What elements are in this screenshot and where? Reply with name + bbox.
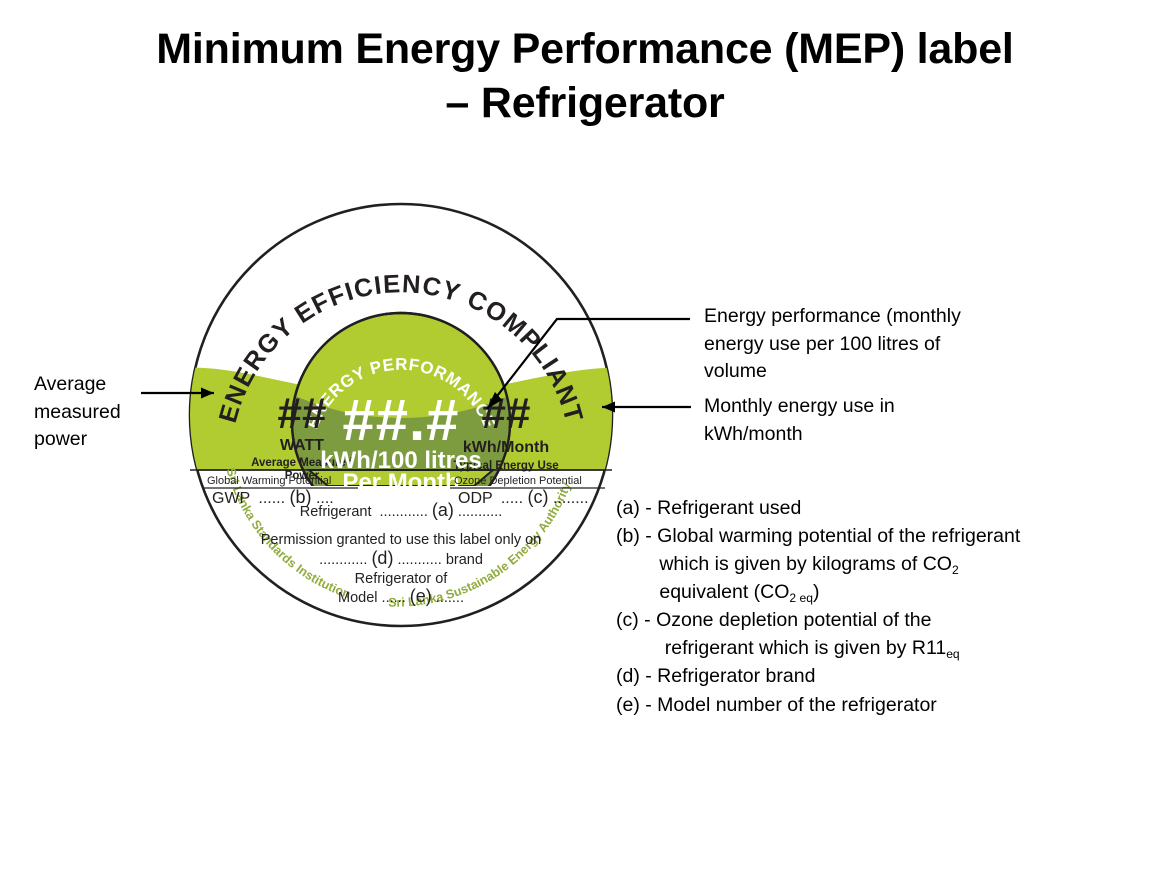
odp-caption: Ozone Depletion Potential	[454, 475, 582, 487]
odp-leader-before: .....	[501, 490, 523, 507]
center-value: ##.#	[343, 388, 460, 453]
mep-label-graphic: ENERGY EFFICIENCY COMPLIANT ENERGY PERFO…	[188, 202, 614, 628]
permission-line-3: Refrigerator of	[355, 571, 449, 587]
model-leader-before: ......	[382, 590, 406, 606]
odp-label: ODP	[458, 490, 492, 507]
legend-item-c-line-2: refrigerant which is given by R11eq	[616, 634, 1126, 662]
permission-line-1: Permission granted to use this label onl…	[261, 532, 542, 548]
permission-brand-suffix: brand	[446, 552, 483, 568]
right-panel-value: ##	[482, 389, 531, 438]
legend-item-b-line-3: equivalent (CO2 eq)	[616, 578, 1126, 606]
left-panel-unit: WATT	[280, 437, 324, 454]
model-label: Model	[338, 590, 378, 606]
legend-b2-text: which is given by kilograms of CO	[616, 553, 952, 576]
gwp-leader-after: ....	[316, 490, 334, 507]
permission-line-2: ............ (d) ........... brand	[319, 548, 483, 568]
refrigerant-leader-before: ............	[380, 504, 428, 520]
page-title-line-2: – Refrigerator	[445, 79, 725, 128]
gwp-caption: Global Warming Potential	[207, 475, 331, 487]
legend-item-b-line-2: which is given by kilograms of CO2	[616, 550, 1126, 578]
left-panel-caption-1: Average Measured	[251, 457, 353, 469]
page-title: Minimum Energy Performance (MEP) label –…	[50, 22, 1120, 130]
legend-item-d: (d) - Refrigerator brand	[616, 665, 816, 688]
model-leader-after: .......	[436, 590, 464, 606]
odp-marker: (c)	[528, 487, 549, 507]
callout-ep-line-3: volume	[704, 360, 767, 383]
legend-c2-subscript: eq	[946, 647, 960, 662]
callout-mu-line-1: Monthly energy use in	[704, 395, 895, 417]
permission-leader-before: ............	[319, 552, 367, 568]
permission-line-4: Model ...... (e) .......	[338, 586, 464, 606]
legend-b3-close: )	[812, 581, 820, 604]
refrigerant-field: Refrigerant ............ (a) ...........	[300, 500, 503, 520]
refrigerant-marker: (a)	[432, 500, 454, 520]
model-marker: (e)	[410, 586, 432, 606]
center-unit-line-1: kWh/100 litres	[320, 447, 481, 474]
center-unit-line-2: Per Month	[342, 469, 459, 496]
legend-b3-text: equivalent (CO	[616, 581, 790, 604]
permission-leader-after: ...........	[397, 552, 441, 568]
legend-b2-subscript: 2	[951, 563, 959, 578]
odp-field: ODP ..... (c) ........	[458, 487, 589, 507]
callout-mu-line-2: kWh/month	[704, 422, 803, 445]
gwp-label: GWP	[212, 490, 250, 507]
callout-energy-performance: Energy performance (monthly energy use p…	[704, 303, 1034, 386]
right-panel-unit: kWh/Month	[463, 439, 549, 456]
left-panel-caption-2: Power	[285, 470, 320, 482]
inner-shape-mask	[286, 486, 518, 546]
gwp-leader-before: ......	[258, 490, 285, 507]
legend-item-b-line-1: (b) - Global warming potential of the re…	[616, 525, 1021, 548]
odp-leader-after: ........	[553, 490, 589, 507]
callout-left-line-2: measured	[34, 400, 121, 423]
permission-brand-marker: (d)	[371, 548, 393, 568]
callout-monthly-energy-use: Monthly energy use in kWh/month	[704, 393, 1034, 448]
gwp-marker: (b)	[290, 487, 312, 507]
legend-list: (a) - Refrigerant used (b) - Global warm…	[616, 494, 1126, 719]
legend-c2-text: refrigerant which is given by R11	[616, 637, 947, 660]
left-panel-value: ##	[278, 389, 327, 438]
refrigerant-label: Refrigerant	[300, 504, 372, 520]
legend-item-c-line-1: (c) - Ozone depletion potential of the	[616, 609, 932, 632]
callout-average-measured-power: Average measured power	[34, 371, 214, 454]
callout-ep-line-1: Energy performance (monthly	[704, 305, 961, 327]
legend-item-e: (e) - Model number of the refrigerator	[616, 693, 937, 716]
callout-ep-line-2: energy use per 100 litres of	[704, 332, 941, 355]
legend-b3-subscript: 2 eq	[789, 591, 813, 606]
refrigerant-leader-after: ...........	[458, 504, 502, 520]
page-title-line-1: Minimum Energy Performance (MEP) label	[156, 25, 1014, 73]
legend-item-a: (a) - Refrigerant used	[616, 497, 802, 519]
callout-left-line-3: power	[34, 428, 88, 451]
right-panel-caption: Typical Energy Use	[453, 460, 558, 472]
gwp-field: GWP ...... (b) ....	[212, 487, 334, 507]
callout-left-line-1: Average	[34, 373, 107, 395]
